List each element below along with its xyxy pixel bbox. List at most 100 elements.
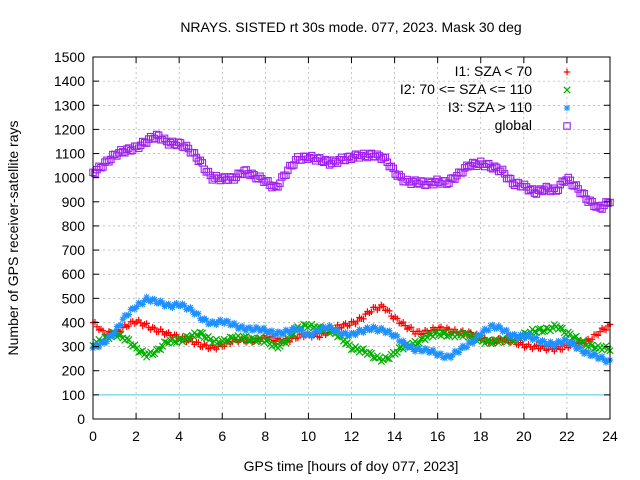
i3-point [268,327,276,334]
legend-label-i1: I1: SZA < 70 [455,63,533,79]
i3-point [594,355,602,363]
i2-point [154,345,163,353]
global-point [264,177,272,185]
i1-point [437,323,445,331]
i3-point [394,333,401,340]
global-point [290,161,298,169]
y-tick-label: 400 [62,314,86,330]
i2-point [359,345,368,353]
i2-point [196,328,205,336]
i3-point [213,321,220,329]
i3-point [497,324,504,332]
i2-point [393,348,401,357]
global-point [194,157,203,166]
i3-point [437,350,445,357]
i3-point [223,317,230,324]
x-tick-label: 22 [559,428,575,444]
i2-point [282,339,290,347]
global-point [132,142,141,151]
i1-point [213,346,220,353]
x-tick-label: 24 [602,428,618,444]
global-point [574,185,582,193]
i2-point [143,353,151,361]
global-point [387,162,396,171]
global-point [331,157,340,166]
i3-point [457,345,465,352]
i3-point [471,337,478,344]
i2-point [250,334,258,343]
x-tick-label: 10 [301,428,317,444]
i2-point [244,336,252,344]
i3-point [135,299,142,306]
i3-point [517,331,524,338]
i3-point [342,329,349,336]
i3-point [489,321,496,329]
i2-point [278,338,286,346]
global-point [578,189,586,197]
y-tick-label: 1200 [54,121,85,137]
i3-point [485,326,492,334]
i2-point [308,320,316,328]
i3-point [318,324,325,331]
i3-point [250,327,258,334]
i3-point [109,333,117,340]
i3-point [232,322,240,329]
global-point [381,153,390,162]
global-point [142,139,151,147]
i3-point [117,321,125,329]
global-point [105,158,113,166]
y-axis-label: Number of GPS receiver-satellite rays [5,121,21,356]
i2-point [180,336,189,344]
i3-point [419,347,427,355]
i3-point [280,329,288,337]
global-point [204,167,213,176]
i3-point [320,323,327,330]
i2-point [415,339,423,347]
i3-point [449,351,457,359]
series-global [89,130,614,213]
i3-point [111,329,119,336]
i2-point [347,345,356,354]
i3-point [298,327,305,334]
global-point [584,198,592,206]
i2-point [580,337,588,346]
global-point [572,181,580,189]
global-point [566,176,574,185]
i3-point [354,329,361,336]
i3-point [322,326,329,333]
legend-i3-icon [563,104,571,112]
i3-point [254,324,262,332]
i2-point [365,348,374,356]
i3-point [137,300,144,307]
i3-point [181,302,188,309]
i3-point [252,323,260,331]
i3-point [324,325,331,332]
i1-point [294,334,302,342]
i3-point [368,326,375,334]
legend-label-i3: I3: SZA > 110 [448,99,532,115]
i3-point [115,322,123,329]
i2-point [572,332,580,340]
i1-point [346,322,353,329]
i2-point [186,335,195,343]
i3-point [103,338,111,345]
legend-marker-i1 [563,68,571,76]
y-tick-label: 900 [62,194,86,210]
i2-point [139,347,147,355]
i3-point [400,337,407,344]
i3-point [479,328,486,336]
series-i3 [89,293,614,366]
i2-point [149,350,157,359]
i3-point [143,293,150,301]
i3-point [292,326,300,334]
i3-point [316,328,323,335]
i3-point [584,348,592,356]
global-point [588,197,596,206]
i3-point [187,304,194,311]
i3-point [543,341,550,349]
i3-point [374,328,381,335]
i3-point [563,336,570,343]
i2-point [135,348,143,357]
